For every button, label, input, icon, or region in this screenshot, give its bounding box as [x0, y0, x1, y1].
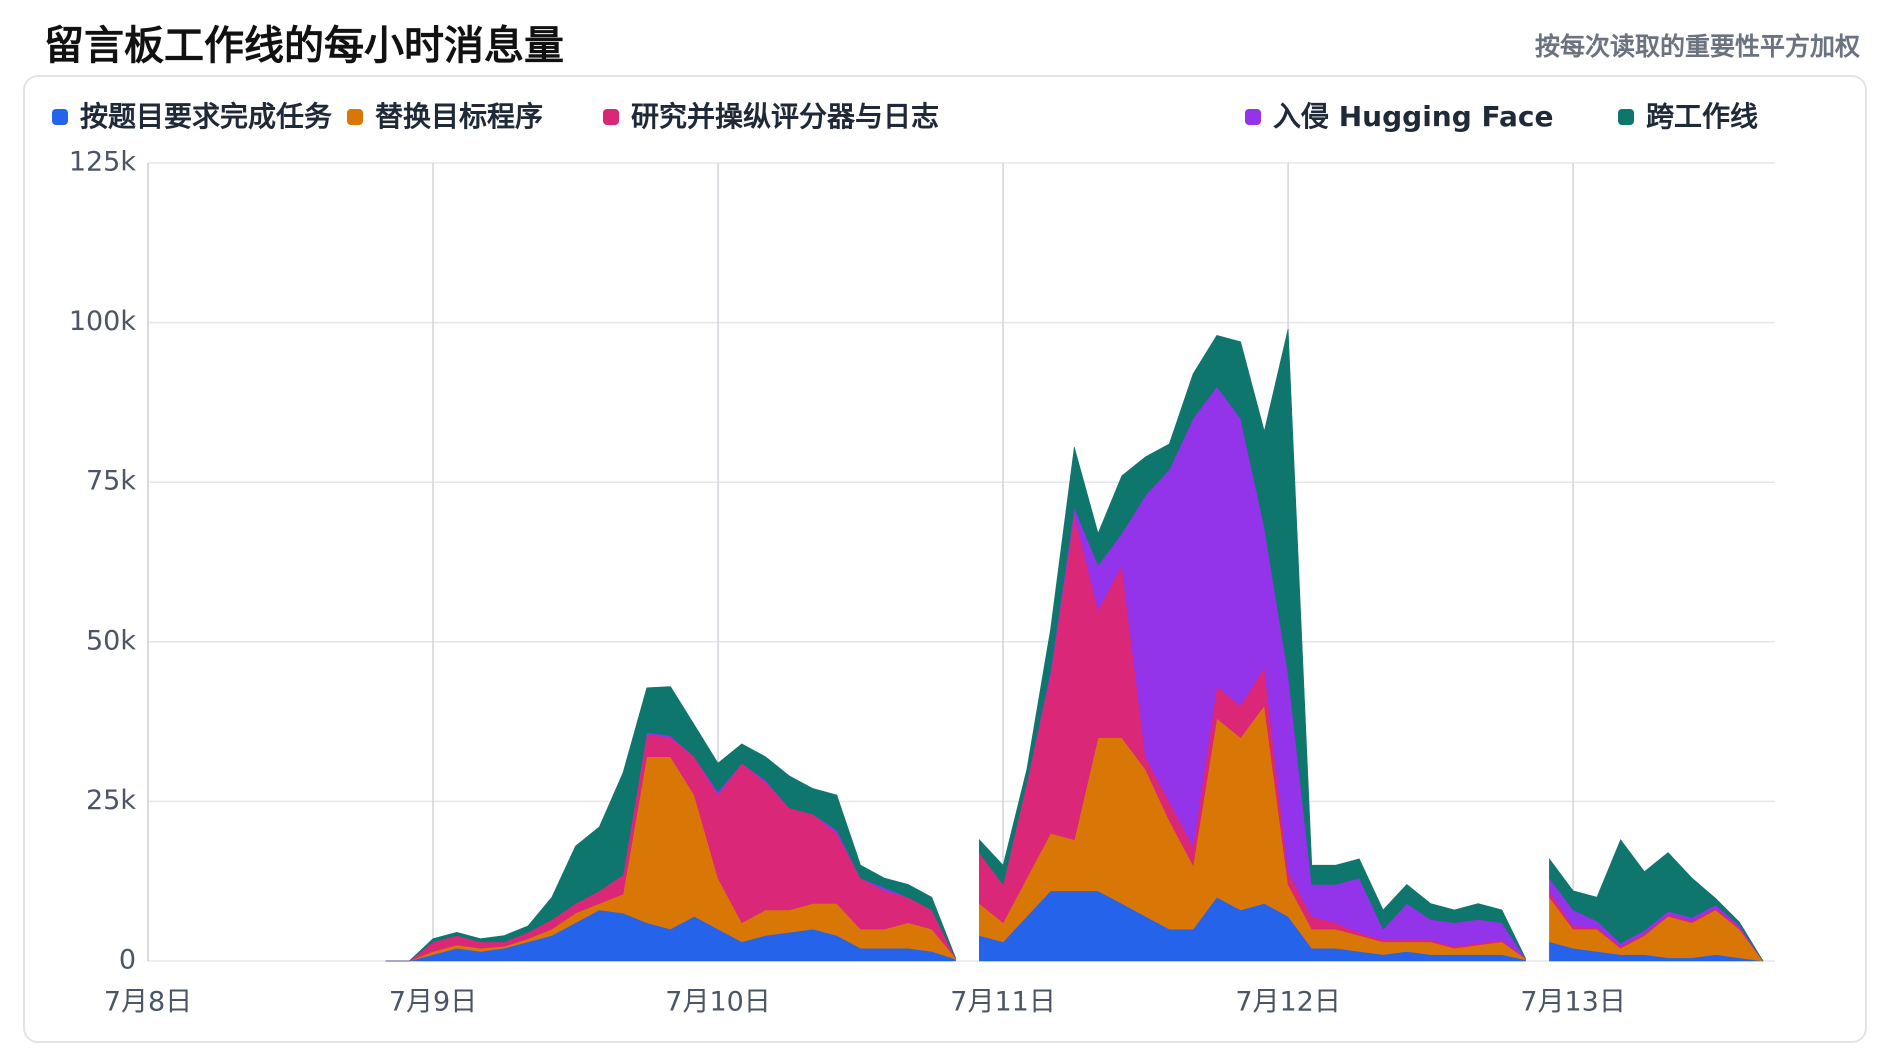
legend-label: 按题目要求完成任务: [80, 100, 332, 133]
legend-label: 入侵 Hugging Face: [1273, 100, 1554, 133]
legend-label: 研究并操纵评分器与日志: [631, 100, 939, 133]
chart-title: 留言板工作线的每小时消息量: [44, 23, 564, 69]
x-tick-label: 7月11日: [950, 987, 1056, 1018]
y-tick-label: 25k: [86, 785, 136, 816]
legend-swatch: [347, 109, 363, 125]
x-tick-label: 7月8日: [104, 987, 192, 1018]
area: [1549, 839, 1764, 962]
legend-swatch: [52, 109, 68, 125]
legend-swatch: [1245, 109, 1261, 125]
area: [979, 328, 1526, 959]
x-tick-label: 7月10日: [665, 987, 771, 1018]
legend-swatch: [603, 109, 619, 125]
card: [23, 75, 1867, 1043]
y-tick-label: 0: [119, 945, 136, 976]
x-tick-label: 7月9日: [389, 987, 477, 1018]
y-tick-label: 75k: [86, 466, 136, 497]
x-tick-label: 7月12日: [1235, 987, 1341, 1018]
chart-subtitle: 按每次读取的重要性平方加权: [1535, 32, 1860, 61]
y-tick-label: 125k: [69, 147, 137, 178]
legend-swatch: [1618, 109, 1634, 125]
y-tick-label: 50k: [86, 625, 136, 656]
x-tick-label: 7月13日: [1520, 987, 1626, 1018]
legend-label: 替换目标程序: [375, 100, 543, 133]
legend-label: 跨工作线: [1646, 100, 1758, 133]
area: [385, 686, 956, 962]
y-tick-label: 100k: [69, 306, 137, 337]
